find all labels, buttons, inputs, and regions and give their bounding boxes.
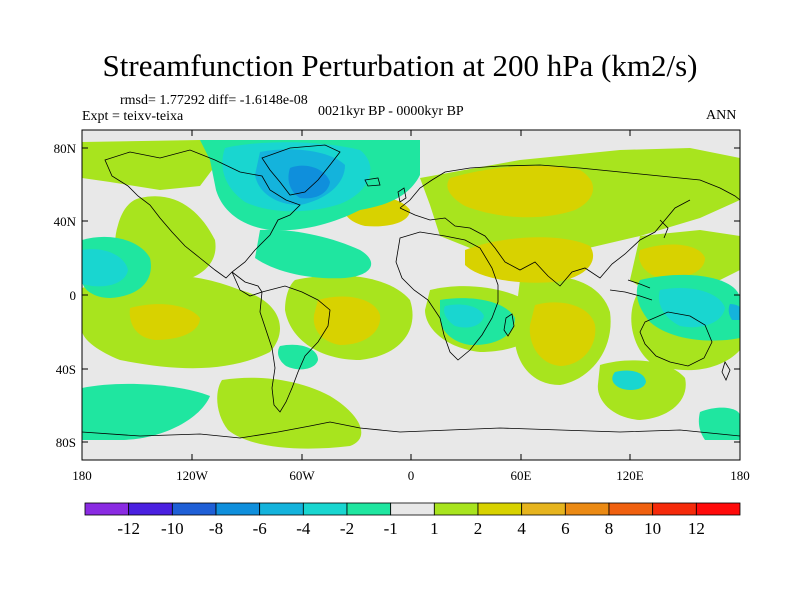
plot-title: Streamfunction Perturbation at 200 hPa (…: [102, 48, 698, 83]
colorbar-swatch: [128, 502, 173, 516]
colorbar-swatch: [346, 502, 392, 516]
colorbar-swatch: [259, 502, 304, 516]
map-panel: 80N 40N 0 40S 80S 180 120W 60W 0 60E 120…: [54, 129, 750, 483]
colorbar-swatch: [171, 502, 217, 516]
lat-label: 80N: [54, 141, 77, 156]
season-label: ANN: [706, 108, 737, 123]
colorbar-swatch: [302, 502, 348, 516]
colorbar: [84, 502, 741, 516]
colorbar-labels: -12 -10 -8 -6 -4 -2 -1 1 2 4 6 8 10 12: [117, 519, 705, 538]
lon-label: 60W: [289, 468, 315, 483]
lon-label: 120E: [616, 468, 644, 483]
lat-label: 0: [70, 288, 77, 303]
colorbar-swatch: [608, 502, 654, 516]
colorbar-label: 10: [644, 519, 661, 538]
colorbar-label: -10: [161, 519, 184, 538]
colorbar-label: 1: [430, 519, 439, 538]
lon-tick-marks: [81, 130, 741, 460]
lon-label: 120W: [176, 468, 209, 483]
colorbar-swatch: [433, 502, 479, 516]
lon-label: 180: [72, 468, 92, 483]
contour-fill: [82, 140, 740, 449]
period-label: 0021kyr BP - 0000kyr BP: [318, 104, 464, 119]
colorbar-label: 4: [517, 519, 526, 538]
lat-label: 80S: [56, 435, 76, 450]
colorbar-swatch: [695, 502, 741, 516]
colorbar-label: 12: [688, 519, 705, 538]
lon-label: 60E: [511, 468, 532, 483]
colorbar-swatch: [215, 502, 261, 516]
colorbar-swatch: [477, 502, 523, 516]
colorbar-label: -12: [117, 519, 140, 538]
colorbar-label: -6: [253, 519, 267, 538]
lon-label: 180: [730, 468, 750, 483]
experiment-label: Expt = teixv-teixa: [82, 109, 184, 124]
lat-tick-marks: [82, 147, 740, 443]
colorbar-label: -1: [384, 519, 398, 538]
lon-label: 0: [408, 468, 415, 483]
lat-tick-labels: 80N 40N 0 40S 80S: [54, 141, 77, 450]
coastlines: [82, 144, 740, 439]
colorbar-label: 2: [474, 519, 483, 538]
colorbar-swatch: [564, 502, 610, 516]
colorbar-label: 8: [605, 519, 614, 538]
lat-label: 40S: [56, 362, 76, 377]
colorbar-label: -2: [340, 519, 354, 538]
lat-label: 40N: [54, 214, 77, 229]
colorbar-label: -8: [209, 519, 223, 538]
colorbar-label: -4: [296, 519, 311, 538]
stats-text: rmsd= 1.77292 diff= -1.6148e-08: [120, 93, 308, 108]
colorbar-swatch: [84, 502, 130, 516]
colorbar-swatch: [390, 502, 435, 516]
lon-tick-labels: 180 120W 60W 0 60E 120E 180: [72, 468, 750, 483]
colorbar-swatch: [521, 502, 566, 516]
colorbar-swatch: [652, 502, 697, 516]
colorbar-label: 6: [561, 519, 570, 538]
